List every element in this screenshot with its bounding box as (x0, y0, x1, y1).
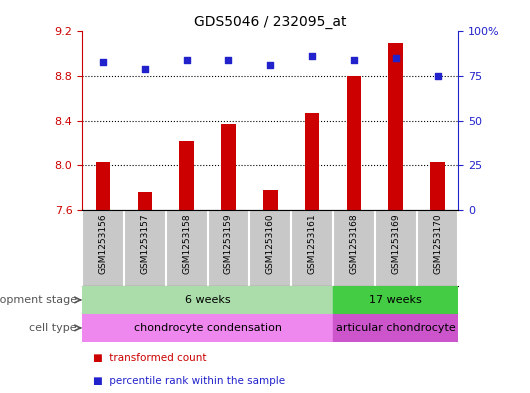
Point (392, 55, 400, 61)
Point (266, 62, 275, 68)
Bar (347, 76, 361, 209)
Point (224, 57, 233, 63)
Bar (221, 124, 236, 209)
Bar (263, 189, 278, 209)
Bar (388, 42, 403, 209)
Text: chondrocyte condensation: chondrocyte condensation (134, 323, 281, 333)
Text: GSM1253158: GSM1253158 (182, 213, 191, 274)
Bar (96, 162, 110, 209)
Text: GSM1253161: GSM1253161 (307, 213, 316, 274)
Text: GSM1253160: GSM1253160 (266, 213, 275, 274)
Text: GSM1253156: GSM1253156 (99, 213, 108, 274)
Bar (333, 286, 458, 314)
Point (182, 57, 191, 63)
Text: development stage: development stage (0, 295, 77, 305)
Text: 6 weeks: 6 weeks (185, 295, 231, 305)
Point (99, 59, 107, 65)
Text: articular chondrocyte: articular chondrocyte (336, 323, 456, 333)
Text: GSM1253170: GSM1253170 (433, 213, 442, 274)
Point (350, 57, 358, 63)
Text: 17 weeks: 17 weeks (369, 295, 422, 305)
Text: cell type: cell type (29, 323, 77, 333)
Text: GSM1253169: GSM1253169 (391, 213, 400, 274)
Text: ■  transformed count: ■ transformed count (93, 353, 206, 363)
Text: ■  percentile rank within the sample: ■ percentile rank within the sample (93, 376, 285, 386)
Bar (305, 113, 320, 209)
Bar (430, 162, 445, 209)
Bar (138, 192, 152, 209)
Text: GSM1253159: GSM1253159 (224, 213, 233, 274)
Text: GSM1253157: GSM1253157 (140, 213, 149, 274)
Bar (333, 314, 458, 342)
Title: GDS5046 / 232095_at: GDS5046 / 232095_at (194, 15, 347, 29)
Point (434, 73, 442, 79)
Bar (82, 314, 333, 342)
Point (308, 53, 316, 59)
Point (140, 66, 149, 72)
Text: GSM1253168: GSM1253168 (349, 213, 358, 274)
Bar (179, 141, 194, 209)
Bar (82, 286, 333, 314)
